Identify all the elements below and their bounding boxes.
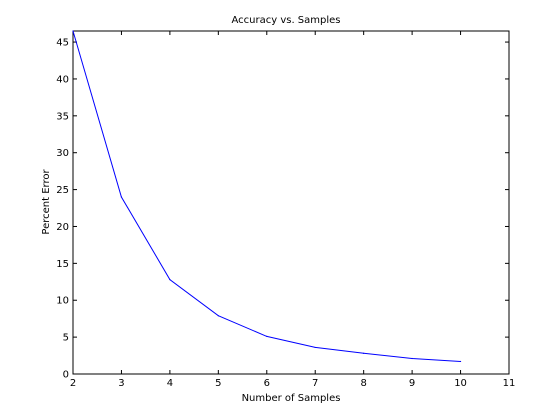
y-tick-label: 35 (56, 111, 69, 122)
series-line (72, 30, 461, 362)
x-tick-label: 9 (409, 378, 415, 389)
y-tick-label: 0 (63, 370, 69, 381)
x-tick-label: 3 (118, 378, 124, 389)
data-point (314, 346, 316, 349)
data-point (363, 352, 365, 354)
x-tick-label: 7 (312, 378, 318, 389)
data-point (411, 357, 413, 360)
y-axis-label: Percent Error (41, 169, 52, 235)
x-axis-ticks: 2 3 4 5 6 7 8 9 10 11 (70, 31, 516, 389)
data-point (120, 196, 123, 198)
y-axis-ticks: 0 5 10 15 20 25 30 35 40 45 (56, 38, 509, 381)
chart-title: Accuracy vs. Samples (231, 15, 340, 26)
data-point (72, 30, 74, 32)
y-tick-label: 45 (56, 38, 69, 49)
series-layer (72, 30, 462, 363)
data-point (459, 360, 462, 363)
x-tick-label: 5 (215, 378, 221, 389)
x-tick-label: 6 (264, 378, 270, 389)
x-tick-label: 10 (454, 378, 467, 389)
y-tick-label: 5 (63, 333, 69, 344)
y-tick-label: 15 (56, 259, 69, 270)
x-tick-label: 4 (167, 378, 173, 389)
y-tick-label: 10 (56, 296, 69, 307)
y-tick-label: 25 (56, 185, 69, 196)
x-tick-label: 8 (360, 378, 366, 389)
y-tick-label: 30 (56, 148, 69, 159)
plot-area-border (72, 30, 510, 375)
x-axis-label: Number of Samples (242, 393, 341, 404)
x-tick-label: 11 (503, 378, 516, 389)
y-tick-label: 20 (56, 222, 69, 233)
x-tick-label: 2 (70, 378, 76, 389)
data-point (266, 335, 268, 337)
data-point (169, 278, 171, 281)
data-point (217, 315, 219, 317)
y-tick-label: 40 (56, 74, 69, 85)
